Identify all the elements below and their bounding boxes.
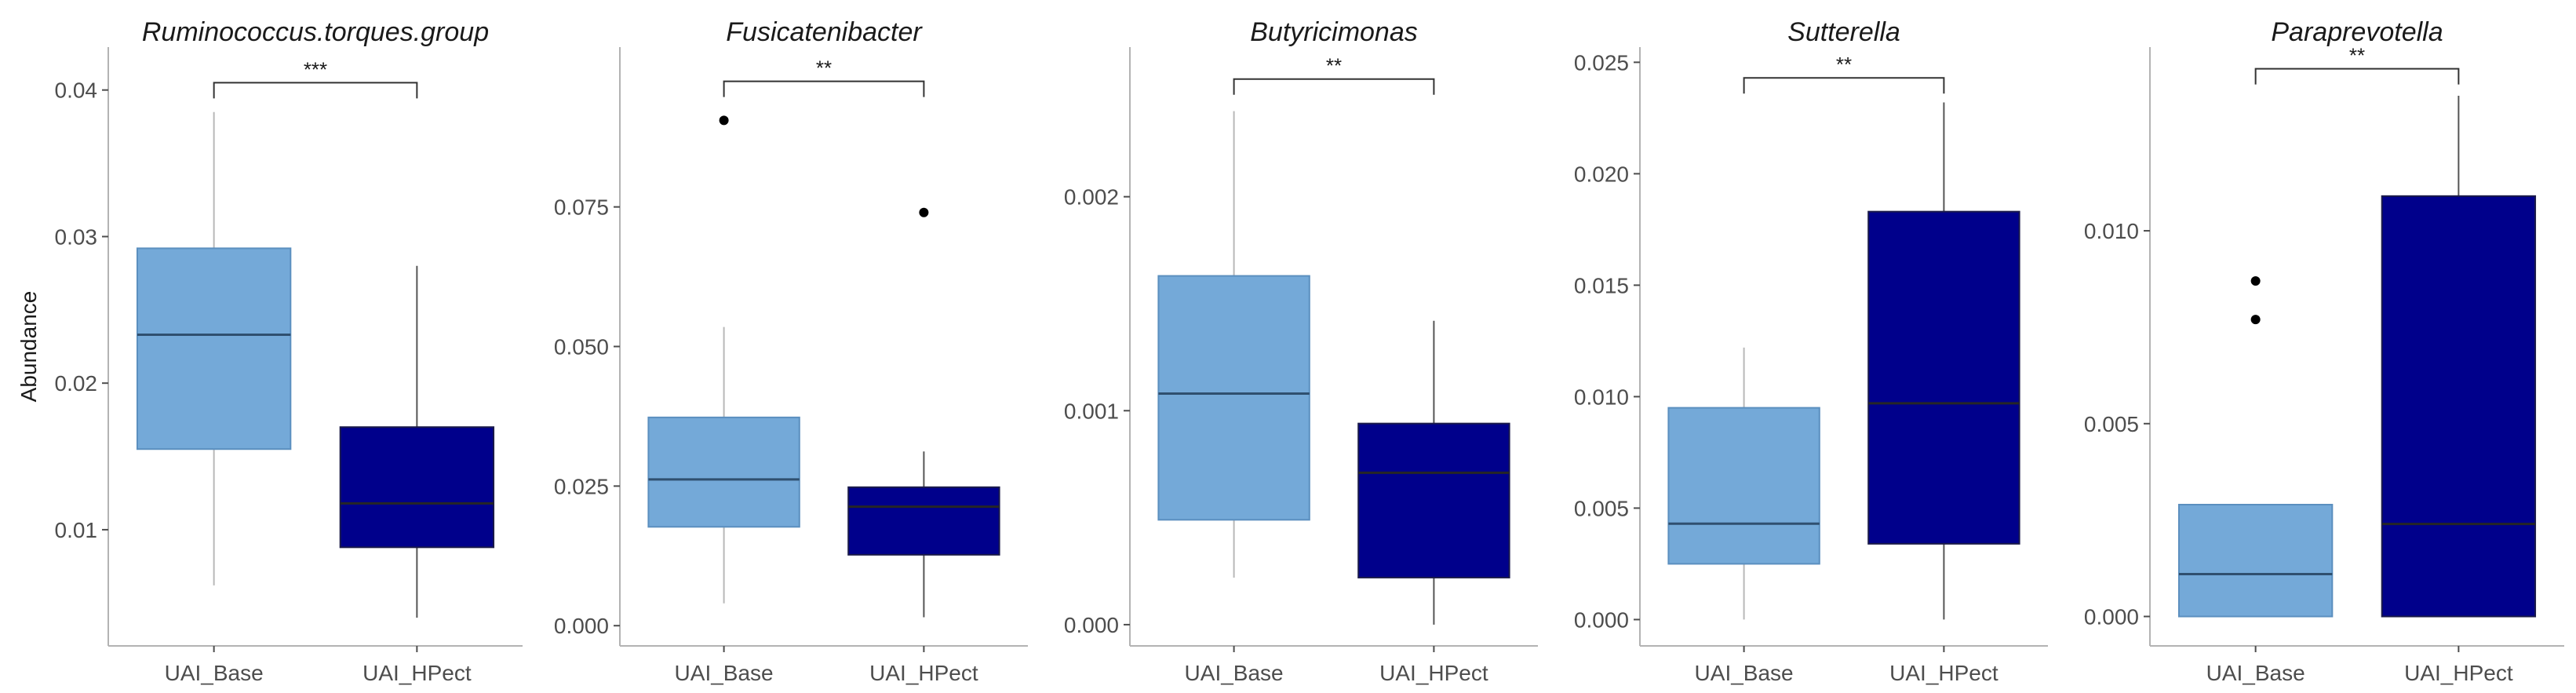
y-axis-label: Abundance <box>16 291 41 403</box>
panel-title: Fusicatenibacter <box>726 17 923 47</box>
y-tick-label: 0.04 <box>55 78 98 103</box>
x-tick-label: UAI_Base <box>1695 661 1794 685</box>
y-tick-label: 0.010 <box>2084 219 2139 243</box>
box-uai-base <box>647 416 800 528</box>
significance-label: ** <box>2349 44 2365 67</box>
panel-title: Paraprevotella <box>2271 17 2443 47</box>
y-tick-label: 0.020 <box>1574 162 1629 186</box>
significance-label: ** <box>1326 54 1342 78</box>
box-uai-base <box>1667 407 1820 565</box>
box-uai-hpect <box>2381 195 2537 618</box>
y-tick-label: 0.002 <box>1064 185 1119 210</box>
outlier-point <box>719 115 729 126</box>
panel-title: Butyricimonas <box>1250 17 1418 47</box>
significance-bracket <box>2254 67 2460 85</box>
significance-bracket <box>723 80 925 97</box>
significance-bracket <box>1743 77 1945 94</box>
y-tick-label: 0.005 <box>1574 496 1629 520</box>
outlier-point <box>2250 275 2261 286</box>
x-tick-label: UAI_Base <box>165 661 264 685</box>
x-tick-label: UAI_Base <box>675 661 774 685</box>
y-tick-label: 0.000 <box>1574 607 1629 632</box>
significance-label: ** <box>816 57 832 80</box>
x-tick-label: UAI_HPect <box>869 661 978 685</box>
x-tick-label: UAI_HPect <box>2404 661 2513 685</box>
y-tick-label: 0.001 <box>1064 399 1119 423</box>
panel-title: Ruminococcus.torques.group <box>142 17 489 47</box>
box-uai-hpect <box>1357 422 1510 578</box>
y-tick-label: 0.025 <box>1574 50 1629 75</box>
outlier-point <box>2250 315 2261 325</box>
box-uai-base <box>2177 503 2334 618</box>
y-tick-label: 0.000 <box>554 614 609 638</box>
panel-title: Sutterella <box>1787 17 1900 47</box>
y-tick-label: 0.010 <box>1574 385 1629 409</box>
box-uai-hpect <box>1867 210 2020 545</box>
box-uai-base <box>136 247 292 450</box>
y-tick-label: 0.000 <box>1064 613 1119 637</box>
y-tick-label: 0.03 <box>55 224 98 249</box>
x-tick-label: UAI_HPect <box>1379 661 1488 685</box>
box-uai-base <box>1157 275 1310 521</box>
x-tick-label: UAI_HPect <box>363 661 472 685</box>
box-uai-hpect <box>339 426 495 549</box>
x-tick-label: UAI_Base <box>1185 661 1284 685</box>
y-tick-label: 0.02 <box>55 371 98 396</box>
significance-label: *** <box>304 57 327 81</box>
y-tick-label: 0.025 <box>554 474 609 498</box>
significance-label: ** <box>1836 53 1852 76</box>
significance-bracket <box>213 82 418 99</box>
y-tick-label: 0.005 <box>2084 412 2139 436</box>
y-tick-label: 0.000 <box>2084 605 2139 629</box>
x-tick-label: UAI_Base <box>2206 661 2305 685</box>
significance-bracket <box>1233 78 1435 95</box>
x-tick-label: UAI_HPect <box>1889 661 1998 685</box>
y-tick-label: 0.015 <box>1574 273 1629 297</box>
y-tick-label: 0.075 <box>554 195 609 220</box>
y-tick-label: 0.01 <box>55 518 98 542</box>
box-uai-hpect <box>847 486 1000 556</box>
outlier-point <box>919 207 929 217</box>
y-tick-label: 0.050 <box>554 335 609 359</box>
